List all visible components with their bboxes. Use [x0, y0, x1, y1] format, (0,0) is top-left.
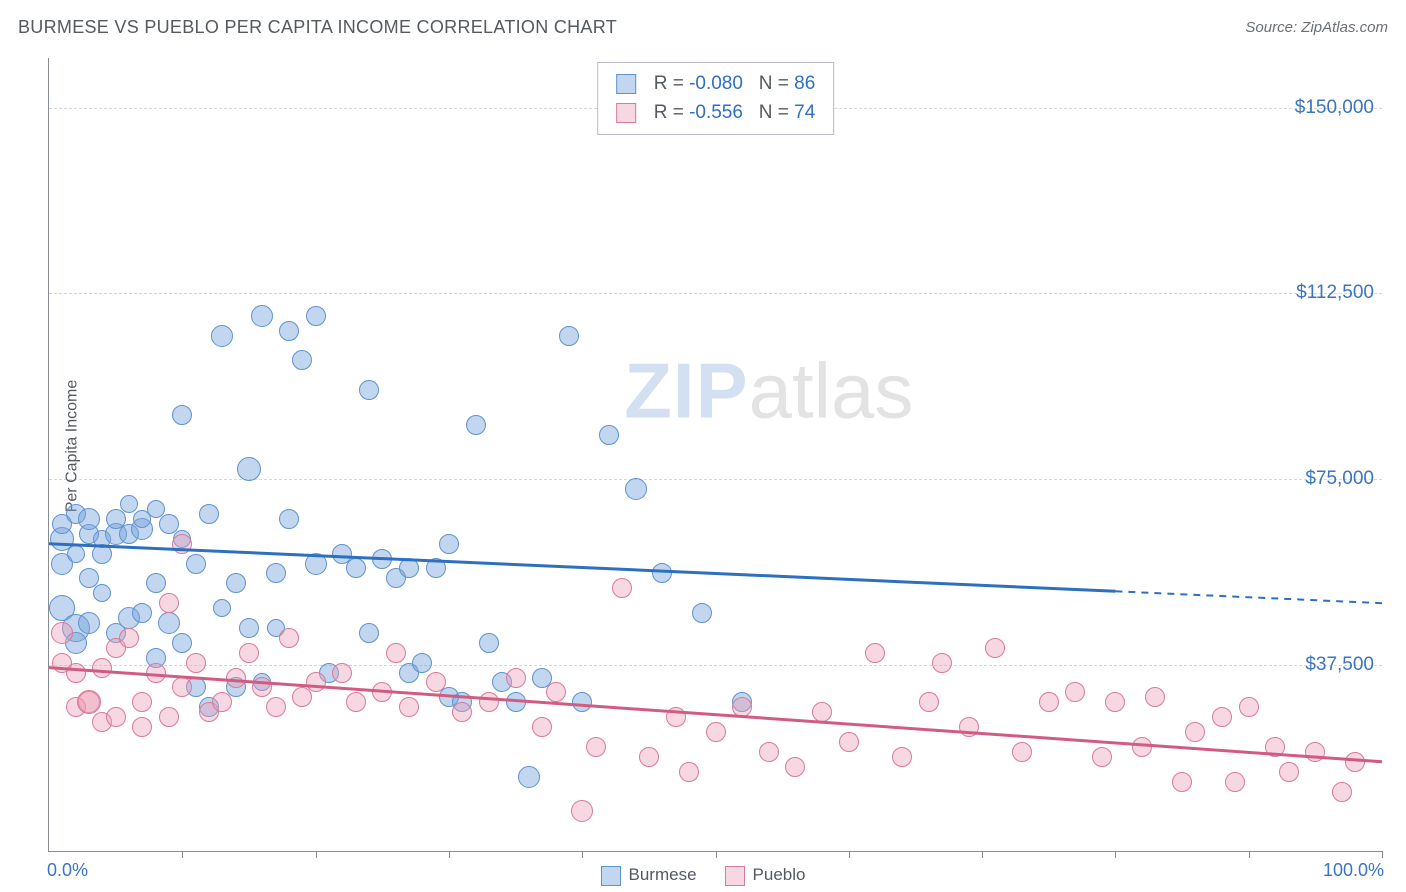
legend-swatch	[725, 866, 745, 886]
chart-area: $37,500$75,000$112,500$150,000 ZIPatlas …	[48, 58, 1382, 852]
x-tick	[716, 851, 717, 858]
x-tick	[1115, 851, 1116, 858]
legend-swatch	[601, 866, 621, 886]
x-tick	[449, 851, 450, 858]
legend-swatch	[616, 74, 636, 94]
correlation-stats-box: R = -0.080 N = 86R = -0.556 N = 74	[597, 62, 835, 135]
x-tick	[982, 851, 983, 858]
legend-swatch	[616, 103, 636, 123]
stats-row-burmese: R = -0.080 N = 86	[616, 69, 816, 98]
source-attribution: Source: ZipAtlas.com	[1245, 19, 1388, 36]
stats-text: R = -0.080 N = 86	[654, 69, 816, 98]
x-tick	[1249, 851, 1250, 858]
x-tick	[316, 851, 317, 858]
x-tick	[1382, 851, 1383, 858]
stats-text: R = -0.556 N = 74	[654, 98, 816, 127]
trendline-burmese	[49, 544, 1115, 592]
legend-item-burmese: Burmese	[601, 865, 697, 886]
source-prefix: Source:	[1245, 19, 1301, 36]
legend-label: Pueblo	[753, 865, 806, 884]
legend-label: Burmese	[629, 865, 697, 884]
x-tick	[582, 851, 583, 858]
chart-header: BURMESE VS PUEBLO PER CAPITA INCOME CORR…	[0, 0, 1406, 44]
chart-title: BURMESE VS PUEBLO PER CAPITA INCOME CORR…	[18, 17, 617, 38]
legend-item-pueblo: Pueblo	[725, 865, 806, 886]
trend-lines	[49, 58, 1382, 851]
trendline-pueblo	[49, 668, 1382, 762]
series-legend: Burmese Pueblo	[0, 865, 1406, 886]
x-tick	[182, 851, 183, 858]
source-name: ZipAtlas.com	[1301, 19, 1388, 36]
trendline-extrapolated-burmese	[1115, 591, 1382, 603]
stats-row-pueblo: R = -0.556 N = 74	[616, 98, 816, 127]
x-tick	[849, 851, 850, 858]
